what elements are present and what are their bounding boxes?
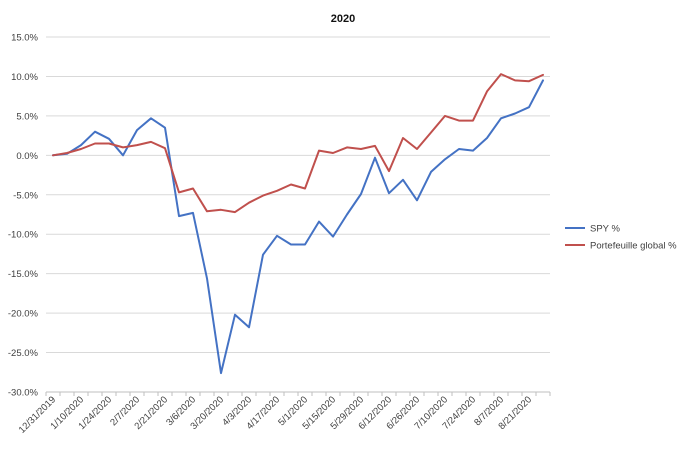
legend-label: Portefeuille global % <box>590 241 677 252</box>
gridlines <box>46 36 550 354</box>
series-lines <box>52 73 544 375</box>
series-line <box>52 79 544 375</box>
y-tick-label: 10.0% <box>11 72 38 83</box>
x-axis <box>45 391 551 396</box>
y-tick-label: 5.0% <box>16 111 38 122</box>
legend-label: SPY % <box>590 224 620 235</box>
y-tick-label: 0.0% <box>16 151 38 162</box>
y-axis-tick-labels: 15.0% 10.0% 5.0% 0.0% -5.0% -10.0% -15.0% -20.0… <box>8 33 39 399</box>
y-tick-label: -20.0% <box>8 309 39 320</box>
y-tick-label: 15.0% <box>11 33 38 44</box>
y-tick-label: -25.0% <box>8 348 39 359</box>
chart-title: 2020 <box>331 13 355 25</box>
x-tick-label: 12/31/2019 <box>17 394 58 435</box>
x-axis-tick-labels: 12/31/20191/10/20201/24/20202/7/20202/21… <box>17 394 534 435</box>
series-line <box>52 73 544 214</box>
y-tick-label: -5.0% <box>13 190 38 201</box>
y-tick-label: -30.0% <box>8 388 39 399</box>
y-tick-label: -15.0% <box>8 269 39 280</box>
legend: SPY % Portefeuille global % <box>565 224 677 252</box>
y-tick-label: -10.0% <box>8 230 39 241</box>
